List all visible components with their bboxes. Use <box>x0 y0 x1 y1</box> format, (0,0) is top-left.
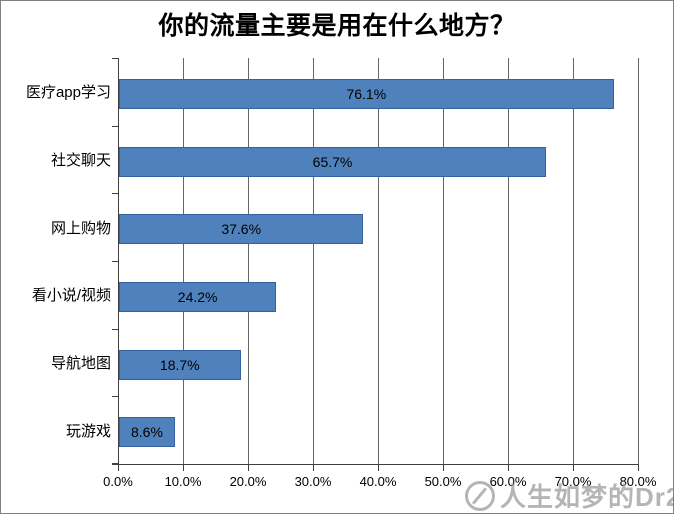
y-tick-mark <box>112 58 118 59</box>
bar-value-label: 18.7% <box>159 357 200 373</box>
x-tick-mark <box>443 465 444 471</box>
bar-value-label: 76.1% <box>346 86 387 102</box>
x-axis-ticks <box>118 465 639 471</box>
gridline <box>638 58 639 464</box>
category-label: 玩游戏 <box>65 422 111 440</box>
bar: 24.2% <box>119 282 277 312</box>
y-tick-mark <box>112 329 118 330</box>
category-label: 看小说/视频 <box>31 287 111 305</box>
y-tick-mark <box>112 463 118 464</box>
bar-value-label: 65.7% <box>312 154 353 170</box>
gridline <box>573 58 574 464</box>
x-tick-mark <box>248 465 249 471</box>
category-label: 导航地图 <box>50 354 111 372</box>
x-tick-mark <box>573 465 574 471</box>
category-label: 网上购物 <box>50 219 111 237</box>
x-tick-mark <box>378 465 379 471</box>
y-tick-mark <box>112 126 118 127</box>
bar-value-label: 37.6% <box>221 221 262 237</box>
y-axis-line <box>118 58 119 465</box>
x-tick-label: 60.0% <box>489 474 527 489</box>
x-tick-mark <box>638 465 639 471</box>
x-tick-label: 50.0% <box>424 474 462 489</box>
category-label: 医疗app学习 <box>25 84 111 102</box>
bar: 76.1% <box>119 79 614 109</box>
value-axis-labels: 0.0% 10.0% 20.0% 30.0% 40.0% 50.0% 60.0% 70.0% 8… <box>103 474 656 492</box>
y-tick-mark <box>112 261 118 262</box>
plot-area: 76.1% 65.7% 37.6% 24.2% 18.7% 8.6% <box>118 58 639 464</box>
x-tick-label: 10.0% <box>164 474 202 489</box>
bar: 65.7% <box>119 147 547 177</box>
category-axis-labels: 医疗app学习社交聊天网上购物看小说/视频导航地图玩游戏 <box>1 58 111 464</box>
bar-value-label: 8.6% <box>130 424 163 440</box>
x-tick-mark <box>183 465 184 471</box>
x-tick-label: 80.0% <box>619 474 657 489</box>
x-tick-mark <box>313 465 314 471</box>
x-tick-label: 40.0% <box>359 474 397 489</box>
bar-value-label: 24.2% <box>177 289 218 305</box>
gridline <box>443 58 444 464</box>
x-axis-line <box>112 464 639 465</box>
x-tick-label: 70.0% <box>554 474 592 489</box>
gridline <box>248 58 249 464</box>
gridline <box>378 58 379 464</box>
x-tick-label: 30.0% <box>294 474 332 489</box>
bar: 18.7% <box>119 350 241 380</box>
y-tick-mark <box>112 193 118 194</box>
chart-title: 你的流量主要是用在什么地方？ <box>158 12 516 40</box>
y-axis-ticks <box>112 58 119 464</box>
bar: 8.6% <box>119 417 175 447</box>
x-tick-mark <box>508 465 509 471</box>
category-label: 社交聊天 <box>50 151 111 169</box>
gridline <box>508 58 509 464</box>
gridline <box>313 58 314 464</box>
x-tick-label: 20.0% <box>229 474 267 489</box>
gridline <box>183 58 184 464</box>
y-tick-mark <box>112 396 118 397</box>
x-tick-label: 0.0% <box>103 474 133 489</box>
bar: 37.6% <box>119 214 364 244</box>
x-tick-mark <box>118 465 119 471</box>
